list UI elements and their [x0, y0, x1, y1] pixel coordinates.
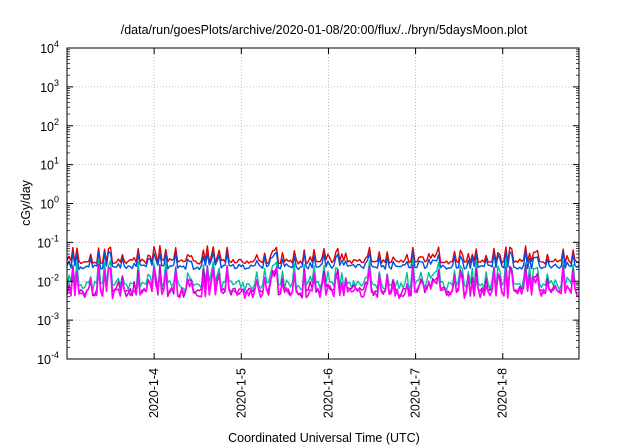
y-axis-label: cGy/day: [19, 179, 33, 226]
chart-title: /data/run/goesPlots/archive/2020-01-08/2…: [121, 23, 528, 37]
grid-lines: [67, 48, 579, 359]
x-axis-label: Coordinated Universal Time (UTC): [228, 431, 420, 445]
y-axis-ticks: 10-4 10-3 10-2 10-1 100 101 102 103 104: [37, 39, 579, 367]
series-line: [66, 249, 580, 271]
x-tick-label: 2020-1-4: [147, 368, 161, 418]
series-lines: [66, 244, 580, 300]
y-tick-label: 102: [40, 117, 59, 134]
y-tick-label: 101: [40, 156, 59, 173]
y-tick-label: 10-1: [37, 233, 59, 250]
x-axis-ticks: 2020-1-4 2020-1-5 2020-1-6 2020-1-7 2020-1-8: [147, 48, 510, 418]
y-tick-label: 10-2: [37, 272, 59, 289]
y-tick-label: 100: [40, 195, 59, 212]
series-line: [66, 266, 580, 300]
x-tick-label: 2020-1-5: [234, 368, 248, 418]
y-tick-label: 104: [40, 39, 59, 56]
x-tick-label: 2020-1-6: [321, 368, 335, 418]
x-tick-label: 2020-1-7: [409, 368, 423, 418]
y-tick-label: 10-4: [37, 350, 59, 367]
y-tick-label: 103: [40, 78, 59, 95]
y-tick-label: 10-3: [37, 311, 59, 328]
x-tick-label: 2020-1-8: [496, 368, 510, 418]
